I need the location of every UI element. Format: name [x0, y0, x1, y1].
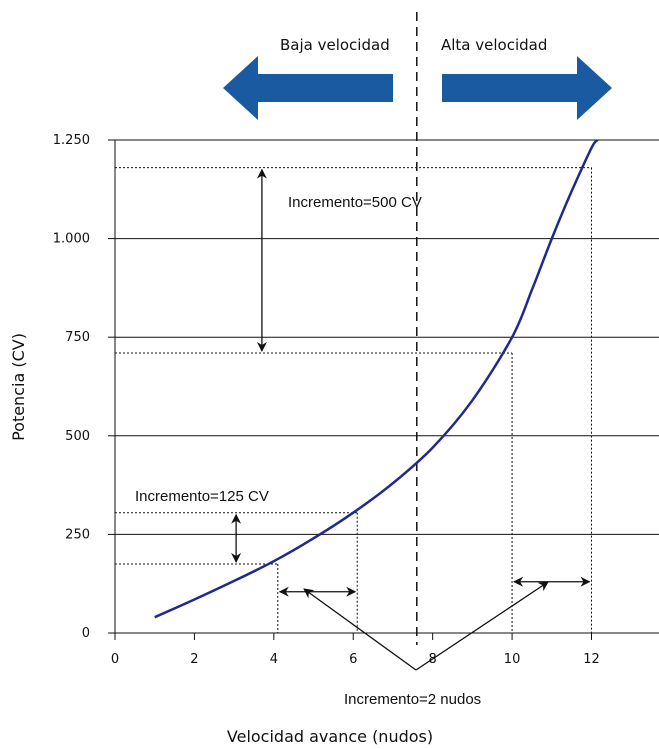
increment-label-power-low: Incremento=125 CV: [135, 488, 269, 505]
x-tick-label: 10: [504, 652, 521, 667]
y-tick-label: 500: [65, 429, 90, 444]
region-banners: Baja velocidad Alta velocidad: [223, 36, 612, 120]
high-speed-arrow: [442, 56, 612, 120]
y-tick-label: 250: [65, 527, 90, 542]
y-axis-title: Potencia (CV): [9, 333, 28, 441]
y-tick-label: 0: [82, 626, 90, 641]
axes: [108, 139, 592, 640]
x-axis-title: Velocidad avance (nudos): [227, 727, 433, 746]
dotted-guide-lines: [115, 167, 592, 633]
x-tick-label: 6: [349, 652, 357, 667]
x-tick-label: 2: [190, 652, 198, 667]
series-layer: [154, 139, 599, 619]
x-tick-label: 8: [429, 652, 437, 667]
high-speed-label: Alta velocidad: [441, 36, 547, 54]
x-tick-label: 0: [111, 652, 119, 667]
pointer-line-left: [303, 588, 417, 671]
x-tick-label: 12: [583, 652, 600, 667]
y-tick-label: 1.000: [53, 232, 90, 247]
x-tick-label: 4: [270, 652, 278, 667]
annotations: Incremento=500 CV Incremento=125 CV Increm…: [135, 168, 591, 708]
low-speed-label: Baja velocidad: [280, 36, 390, 54]
grid-lines: [115, 139, 659, 634]
increment-label-power-high: Incremento=500 CV: [288, 194, 422, 211]
y-tick-label: 1.250: [53, 133, 90, 148]
low-speed-arrow: [223, 56, 393, 120]
series-line-0: [154, 139, 599, 619]
pointer-line-right: [415, 581, 549, 671]
increment-label-speed: Incremento=2 nudos: [344, 691, 481, 708]
y-tick-label: 750: [65, 330, 90, 345]
tick-labels: 0 250 500 750 1.000 1.250 0 2 4 6 8 10 12 Velocidad a…: [9, 133, 600, 746]
